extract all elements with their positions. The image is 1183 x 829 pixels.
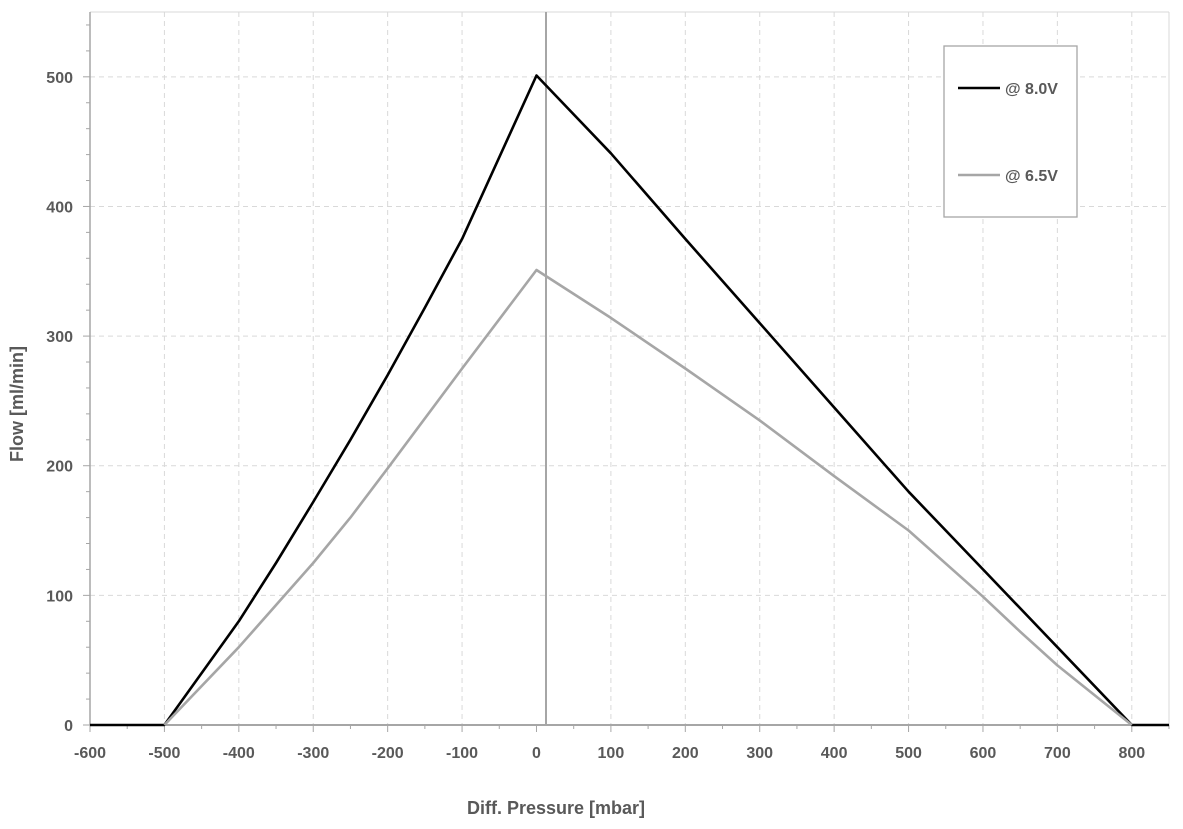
y-axis-title: Flow [ml/min] (7, 346, 27, 462)
axes (89, 12, 1169, 726)
x-tick-label: 200 (672, 745, 699, 762)
legend-box (943, 45, 1078, 218)
x-tick-label: -300 (297, 745, 329, 762)
x-tick-label: -100 (446, 745, 478, 762)
legend: @ 8.0V @ 6.5V (943, 45, 1078, 218)
x-tick-label: -500 (148, 745, 180, 762)
x-tick-label: 300 (746, 745, 773, 762)
x-tick-label: 0 (532, 745, 541, 762)
x-tick-label: -400 (223, 745, 255, 762)
x-tick-label: 700 (1044, 745, 1071, 762)
x-tick-labels: -600 -500 -400 -300 -200 -100 0 100 200 300 400 500… (74, 745, 1145, 762)
y-tick-labels: 0 100 200 300 400 500 (46, 70, 73, 735)
y-tick-label: 200 (46, 459, 73, 476)
x-tick-label: 500 (895, 745, 922, 762)
grid-lines (90, 11, 1170, 725)
series-lines (90, 74, 1169, 727)
y-tick-label: 100 (46, 588, 73, 605)
y-tick-label: 0 (64, 718, 73, 735)
legend-label-8v: @ 8.0V (1005, 81, 1058, 98)
series-line-6v5 (163, 268, 1133, 727)
x-tick-label: 800 (1118, 745, 1145, 762)
x-tick-label: 600 (970, 745, 997, 762)
x-tick-label: 100 (598, 745, 625, 762)
x-tick-label: -200 (372, 745, 404, 762)
x-tick-label: 400 (821, 745, 848, 762)
y-tick-label: 500 (46, 70, 73, 87)
legend-label-6v5: @ 6.5V (1005, 168, 1058, 185)
series-line-8v (90, 74, 1169, 727)
y-tick-label: 400 (46, 199, 73, 216)
y-tick-label: 300 (46, 329, 73, 346)
x-tick-label: -600 (74, 745, 106, 762)
x-axis-title: Diff. Pressure [mbar] (467, 798, 645, 818)
